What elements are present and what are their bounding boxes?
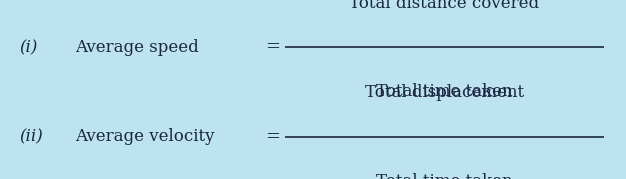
Text: =: = <box>265 128 280 146</box>
Text: =: = <box>265 38 280 56</box>
Text: Total displacement: Total displacement <box>365 84 524 101</box>
Text: Total distance covered: Total distance covered <box>349 0 540 12</box>
Text: Total time taken: Total time taken <box>376 173 513 179</box>
Text: (i): (i) <box>19 39 37 56</box>
Text: (ii): (ii) <box>19 129 43 145</box>
Text: Average speed: Average speed <box>75 39 199 56</box>
Text: Total time taken: Total time taken <box>376 83 513 100</box>
Text: Average velocity: Average velocity <box>75 129 215 145</box>
